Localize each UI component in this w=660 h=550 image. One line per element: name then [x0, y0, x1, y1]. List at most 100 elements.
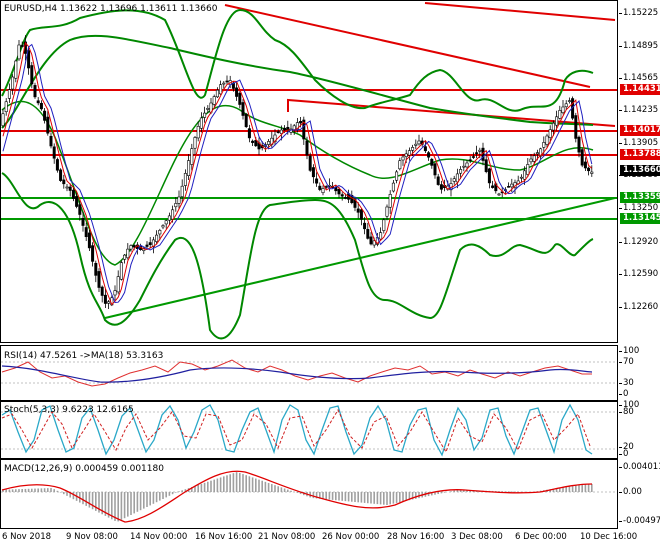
candle-body: [468, 159, 472, 162]
candle-body: [180, 185, 184, 197]
candle-body: [171, 209, 175, 220]
candle-body: [241, 102, 245, 116]
candle-body: [283, 127, 287, 131]
candle-body: [529, 158, 533, 163]
macd-panel[interactable]: [0, 459, 618, 529]
time-axis-label: 10 Dec 16:00: [580, 532, 638, 542]
candle-body: [497, 193, 501, 196]
candle-body: [219, 84, 223, 95]
candle-body: [14, 60, 18, 79]
candle-body: [113, 290, 117, 296]
candle-body: [116, 276, 120, 293]
candle-body: [404, 153, 408, 157]
rsi-tick: 0: [618, 389, 629, 399]
candle-body: [71, 189, 75, 199]
candle-body: [33, 85, 37, 98]
candle-body: [407, 150, 411, 156]
candle-body: [519, 176, 523, 179]
time-axis-label: 6 Dec 00:00: [515, 532, 567, 542]
candle-body: [305, 140, 309, 156]
candle-body: [452, 178, 456, 182]
macd-tick: 0.00: [619, 487, 642, 497]
price-tick: 1.12590: [618, 269, 659, 279]
resistance-trendline-lower[interactable]: [287, 98, 616, 127]
resistance-trendline-upper[interactable]: [424, 2, 616, 21]
candle-body: [532, 155, 536, 162]
candle-body: [321, 188, 325, 194]
candle-body: [510, 183, 514, 188]
candle-body: [535, 152, 539, 155]
candle-body: [279, 129, 283, 134]
chart-symbol-label: EURUSD,H4 1.13622 1.13696 1.13611 1.1366…: [4, 4, 218, 14]
candle-body: [302, 119, 306, 140]
time-axis-label: 28 Nov 16:00: [387, 532, 445, 542]
candle-body: [366, 229, 370, 239]
candle-body: [462, 165, 466, 168]
candle-body: [94, 262, 98, 276]
stoch-tick: 100: [618, 400, 640, 410]
candle-body: [324, 186, 328, 188]
candle-body: [183, 173, 187, 186]
candle-body: [580, 149, 584, 166]
candle-body: [65, 186, 69, 189]
candle-body: [427, 152, 431, 158]
candle-body: [507, 186, 511, 188]
candle-body: [574, 115, 578, 139]
candle-body: [62, 179, 66, 185]
stoch-label: Stoch(5,3,3) 9.6223 12.6165: [4, 405, 134, 415]
candle-body: [439, 184, 443, 190]
candle-body: [561, 106, 565, 113]
candle-body: [372, 240, 376, 246]
price-chart-panel[interactable]: [0, 0, 618, 343]
macd-axis: 0.004011 0.00 -0.004977: [619, 459, 660, 529]
candle-body: [430, 158, 434, 166]
candle-body: [199, 117, 203, 129]
candle-body: [100, 286, 104, 296]
candle-body: [7, 89, 11, 99]
rsi-line: [1, 359, 592, 387]
candle-body: [455, 173, 459, 183]
price-tick: 1.14895: [618, 41, 659, 51]
stochastic-panel[interactable]: [0, 401, 618, 459]
candle-body: [551, 122, 555, 131]
candle-body: [203, 112, 207, 118]
candle-body: [145, 244, 149, 247]
macd-tick: -0.004977: [619, 516, 660, 526]
macd-label: MACD(12,26,9) 0.000459 0.001180: [4, 464, 164, 474]
candle-body: [423, 146, 427, 152]
price-tick: 1.12920: [618, 237, 659, 247]
rsi-tick: 70: [619, 357, 634, 367]
candle-body: [558, 110, 562, 119]
candle-body: [583, 161, 587, 169]
candle-body: [238, 92, 242, 105]
candle-body: [1, 113, 5, 126]
candle-body: [411, 147, 415, 151]
candle-body: [161, 225, 165, 228]
price-tag-support: 1.13145: [620, 213, 660, 224]
candle-body: [590, 171, 594, 174]
candle-body: [337, 188, 341, 195]
candle-body: [43, 110, 47, 121]
stoch-tick: 0: [618, 449, 629, 459]
candle-body: [318, 185, 322, 190]
time-axis-label: 9 Nov 08:00: [66, 532, 118, 542]
candle-body: [190, 148, 194, 165]
price-axis[interactable]: 1.15225 1.14895 1.14565 1.14235 1.13905 …: [618, 0, 660, 343]
candle-body: [363, 222, 367, 230]
stoch-tick: 20: [619, 442, 634, 452]
candle-body: [340, 194, 344, 197]
moving-average-fast-blue: [2, 43, 593, 304]
price-tick: 1.15225: [618, 8, 659, 18]
candle-body: [46, 116, 50, 134]
candle-body: [75, 196, 79, 207]
resistance-trendline-mid[interactable]: [224, 4, 591, 88]
candle-body: [36, 100, 40, 104]
candle-body: [87, 232, 91, 249]
candle-body: [247, 128, 251, 139]
candle-body: [27, 50, 31, 69]
rsi-panel[interactable]: [0, 345, 618, 401]
candle-body: [52, 146, 56, 159]
candle-body: [78, 204, 82, 215]
candle-body: [487, 168, 491, 184]
